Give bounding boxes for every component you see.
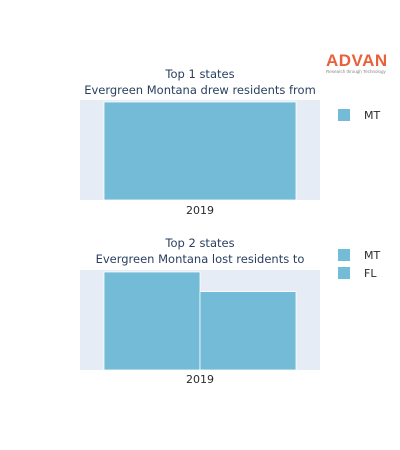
legend-swatch-mt — [338, 249, 350, 261]
logo-wordmark: ADVAN — [326, 51, 388, 70]
chart-subtitle: Evergreen Montana lost residents to — [96, 252, 305, 266]
chart-panel-1: Top 1 states Evergreen Montana drew resid… — [80, 67, 380, 217]
chart-title: Top 2 states — [164, 236, 234, 250]
chart-title: Top 1 states — [164, 67, 234, 81]
advan-logo: ADVAN Research through Technology — [326, 52, 396, 75]
legend-label-mt: MT — [364, 109, 380, 122]
bar-mt-2019 — [103, 271, 201, 371]
bar-fl-2019 — [199, 291, 297, 371]
legend-label-mt: MT — [364, 249, 380, 262]
chart-panel-2: Top 2 states Evergreen Montana lost resid… — [80, 236, 380, 386]
x-tick-label: 2019 — [186, 204, 214, 217]
bar-mt-2019 — [103, 101, 297, 201]
logo-tagline: Research through Technology — [326, 69, 386, 74]
chart-subtitle: Evergreen Montana drew residents from — [84, 83, 316, 97]
legend-swatch-mt — [338, 109, 350, 121]
legend-swatch-fl — [338, 267, 350, 279]
legend-label-fl: FL — [364, 267, 377, 280]
x-tick-label: 2019 — [186, 373, 214, 386]
